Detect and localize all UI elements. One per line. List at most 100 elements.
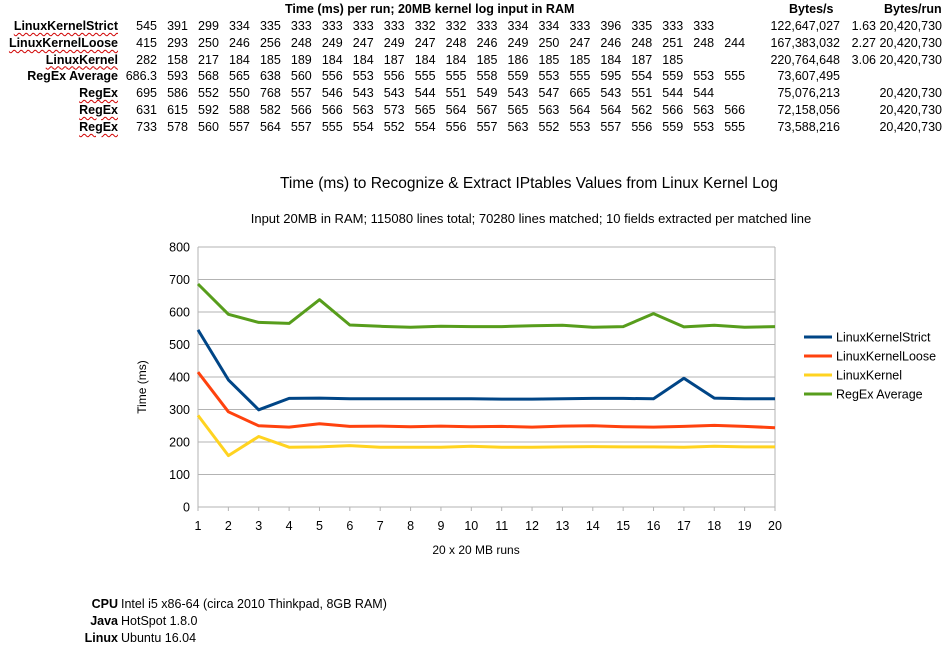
- table-cell: 248: [290, 35, 312, 50]
- table-cell: 551: [631, 86, 653, 101]
- x-tick-label: 9: [437, 519, 444, 533]
- table-cell: 592: [198, 103, 219, 117]
- table-cell: 544: [693, 86, 715, 101]
- bytes-per-run-header: Bytes/run: [884, 2, 942, 16]
- table-cell: 547: [538, 86, 560, 101]
- table-cell: 552: [198, 86, 219, 101]
- table-cell: 615: [167, 103, 188, 117]
- table-cell-bytes-s: 220,764,648: [770, 52, 840, 67]
- table-cell: 184: [600, 52, 622, 67]
- table-cell: 415: [136, 35, 157, 50]
- results-table: Time (ms) per run; 20MB kernel log input…: [0, 0, 945, 140]
- table-cell: 184: [229, 52, 250, 67]
- x-tick-label: 20: [768, 519, 782, 533]
- table-cell: 249: [507, 35, 529, 50]
- series-line-linuxkernelloose: [196, 371, 776, 430]
- x-tick-label: 7: [377, 519, 384, 533]
- table-cell: 564: [600, 103, 622, 117]
- system-info-value: Intel i5 x86-64 (circa 2010 Thinkpad, 8G…: [121, 597, 387, 611]
- chart-subtitle: Input 20MB in RAM; 115080 lines total; 7…: [251, 211, 812, 226]
- x-tick-label: 19: [738, 519, 752, 533]
- table-cell: 554: [414, 119, 436, 134]
- table-cell: 249: [321, 35, 343, 50]
- table-cell: 564: [569, 103, 591, 117]
- table-cell: 566: [724, 103, 746, 117]
- table-cell: 564: [259, 119, 281, 134]
- table-cell: 332: [445, 19, 467, 33]
- table-cell: 553: [538, 69, 560, 84]
- table-cell: 333: [321, 19, 343, 33]
- table-cell: 544: [662, 86, 684, 101]
- system-info-value: Ubuntu 16.04: [121, 631, 197, 645]
- table-cell: 248: [445, 35, 467, 50]
- table-cell: 566: [321, 103, 343, 117]
- table-cell: 556: [321, 69, 343, 84]
- table-cell: 247: [414, 35, 436, 50]
- table-cell: 553: [569, 119, 591, 134]
- table-cell: 335: [259, 19, 281, 33]
- table-cell-bytes-s: 72,158,056: [777, 103, 840, 117]
- table-cell-bytes-run: 20,420,730: [879, 86, 942, 101]
- system-info-value: HotSpot 1.8.0: [121, 614, 198, 628]
- x-tick-label: 8: [407, 519, 414, 533]
- table-cell: 555: [445, 69, 467, 84]
- table-cell: 557: [476, 119, 498, 134]
- table-cell: 768: [259, 86, 281, 101]
- table-cell: 564: [445, 103, 467, 117]
- table-row-label: RegEx Average: [27, 69, 118, 84]
- table-title: Time (ms) per run; 20MB kernel log input…: [285, 2, 575, 16]
- table-cell: 695: [136, 86, 157, 101]
- x-tick-label: 16: [647, 519, 661, 533]
- table-cell-bytes-run: 20,420,730: [879, 103, 942, 117]
- y-tick-label: 800: [169, 241, 190, 255]
- series-line-linuxkernelstrict: [196, 329, 775, 412]
- y-tick-label: 300: [169, 403, 190, 417]
- y-tick-label: 700: [169, 273, 190, 287]
- plot-series: [196, 282, 776, 458]
- table-cell-ratio: 3.06: [851, 52, 876, 67]
- table-cell: 335: [631, 19, 653, 33]
- table-cell-bytes-run: 20,420,730: [879, 19, 942, 33]
- x-tick-label: 3: [255, 519, 262, 533]
- table-cell: 560: [198, 119, 219, 134]
- legend-entry: RegEx Average: [836, 388, 923, 402]
- legend-entry: LinuxKernelStrict: [836, 331, 931, 345]
- system-info-label: Java: [90, 614, 118, 628]
- table-cell: 217: [198, 52, 219, 67]
- table-cell: 185: [569, 52, 591, 67]
- table-row-label: RegEx: [79, 103, 118, 117]
- x-axis-label: 20 x 20 MB runs: [432, 543, 519, 557]
- table-row-label: RegEx: [79, 119, 118, 134]
- chart-legend: LinuxKernelStrict LinuxKernelLoose LinuxKe…: [804, 331, 936, 402]
- table-cell: 185: [662, 52, 684, 67]
- table-cell: 546: [321, 86, 343, 101]
- table-cell: 332: [414, 19, 436, 33]
- table-cell: 391: [167, 19, 188, 33]
- table-cell: 250: [538, 35, 560, 50]
- table-cell: 293: [167, 35, 188, 50]
- series-line-regex-average: [196, 282, 776, 329]
- table-cell: 733: [136, 119, 157, 134]
- table-cell: 246: [476, 35, 498, 50]
- table-cell-bytes-run: 20,420,730: [879, 52, 942, 67]
- table-cell: 555: [724, 119, 746, 134]
- table-cell: 543: [352, 86, 374, 101]
- table-cell: 559: [662, 69, 684, 84]
- table-cell: 557: [290, 119, 312, 134]
- table-cell: 582: [259, 103, 281, 117]
- table-cell: 333: [693, 19, 715, 33]
- table-cell-ratio: 1.63: [851, 19, 876, 33]
- table-cell: 244: [724, 35, 746, 50]
- x-tick-label: 12: [525, 519, 539, 533]
- table-cell: 565: [229, 69, 250, 84]
- x-tick-label: 5: [316, 519, 323, 533]
- table-cell: 250: [198, 35, 219, 50]
- table-cell-bytes-run: 20,420,730: [879, 35, 942, 50]
- table-cell: 555: [414, 69, 436, 84]
- table-cell: 248: [631, 35, 653, 50]
- y-tick-label: 400: [169, 371, 190, 385]
- table-cell: 185: [538, 52, 560, 67]
- table-cell: 186: [507, 52, 529, 67]
- table-cell: 557: [600, 119, 622, 134]
- table-cell: 563: [538, 103, 560, 117]
